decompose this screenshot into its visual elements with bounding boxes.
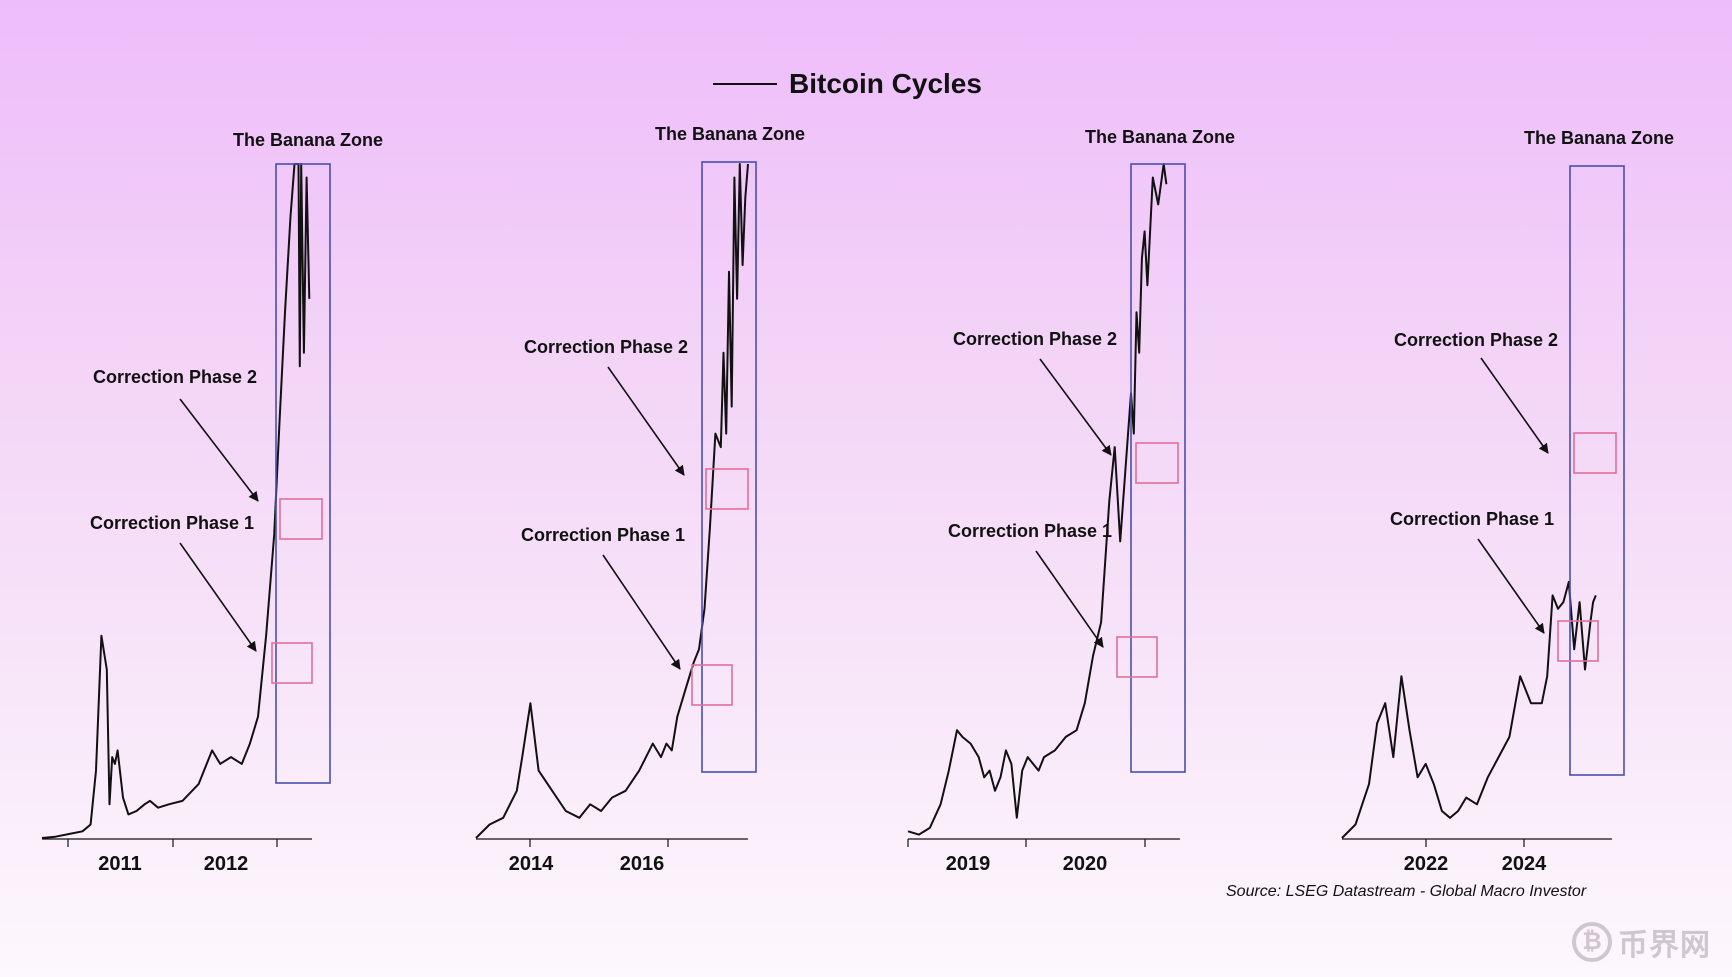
x-tick-label: 2020 (1063, 853, 1108, 875)
x-tick-label: 2012 (204, 853, 249, 875)
watermark: ₿ 币界网 (1572, 920, 1711, 964)
correction-phase-2-arrow (1480, 357, 1549, 454)
correction-phase-1-arrow (179, 542, 257, 652)
correction-phase-2-arrow (179, 398, 259, 502)
banana-zone-box (701, 161, 757, 773)
banana-zone-label: The Banana Zone (1085, 127, 1235, 147)
x-tick-label: 2016 (620, 853, 665, 875)
source-note: Source: LSEG Datastream - Global Macro I… (1226, 883, 1587, 900)
bitcoin-price-line-3 (907, 163, 1168, 836)
correction-phase-1-arrow (602, 554, 681, 670)
correction-phase-1-label: Correction Phase 1 (90, 513, 254, 533)
correction-phase-1-label: Correction Phase 1 (521, 525, 685, 545)
correction-phase-1-box (271, 642, 313, 684)
correction-phase-2-box (1573, 432, 1617, 474)
banana-zone-box (1569, 165, 1625, 776)
correction-phase-1-box (691, 664, 733, 706)
banana-zone-box (1130, 163, 1186, 773)
correction-phase-1-arrow (1477, 538, 1545, 634)
correction-phase-1-label: Correction Phase 1 (1390, 509, 1554, 529)
bitcoin-price-line-2 (475, 163, 749, 839)
banana-zone-label: The Banana Zone (1524, 128, 1674, 148)
correction-phase-2-box (279, 498, 323, 540)
correction-phase-2-label: Correction Phase 2 (953, 329, 1117, 349)
correction-phase-2-label: Correction Phase 2 (93, 367, 257, 387)
correction-phase-1-box (1116, 636, 1158, 678)
correction-phase-2-label: Correction Phase 2 (524, 337, 688, 357)
x-tick-label: 2024 (1502, 853, 1547, 875)
cycle-panel-3: 2019 2020 The Banana Zone Correction Phase … (907, 127, 1235, 875)
correction-phase-1-arrow (1035, 550, 1104, 648)
cycle-panel-4: 2022 2024 The Banana Zone Correction Phase … (1341, 128, 1674, 875)
banana-zone-label: The Banana Zone (233, 130, 383, 150)
correction-phase-2-arrow (1039, 358, 1112, 456)
watermark-text: 币界网 (1618, 929, 1711, 962)
x-tick-label: 2014 (509, 853, 554, 875)
bitcoin-price-line-1 (41, 163, 311, 839)
x-tick-label: 2022 (1404, 853, 1449, 875)
correction-phase-2-box (705, 468, 749, 510)
correction-phase-1-label: Correction Phase 1 (948, 521, 1112, 541)
cycle-panel-2: 2014 2016 The Banana Zone Correction Phase … (475, 124, 805, 875)
banana-zone-label: The Banana Zone (655, 124, 805, 144)
correction-phase-2-label: Correction Phase 2 (1394, 330, 1558, 350)
legend-label: Bitcoin Cycles (789, 68, 982, 99)
banana-zone-box (275, 163, 331, 784)
bitcoin-price-line-4 (1341, 580, 1597, 839)
correction-phase-2-arrow (607, 366, 685, 476)
correction-phase-1-box (1557, 620, 1599, 662)
legend-line-swatch (713, 83, 777, 85)
x-tick-label: 2011 (98, 853, 141, 875)
cycle-panel-1: 2011 2012 The Banana Zone Correction Phase … (41, 130, 383, 875)
chart-legend: Bitcoin Cycles (713, 66, 982, 102)
bitcoin-coin-icon: ₿ (1572, 922, 1612, 962)
x-tick-label: 2019 (946, 853, 991, 875)
correction-phase-2-box (1135, 442, 1179, 484)
